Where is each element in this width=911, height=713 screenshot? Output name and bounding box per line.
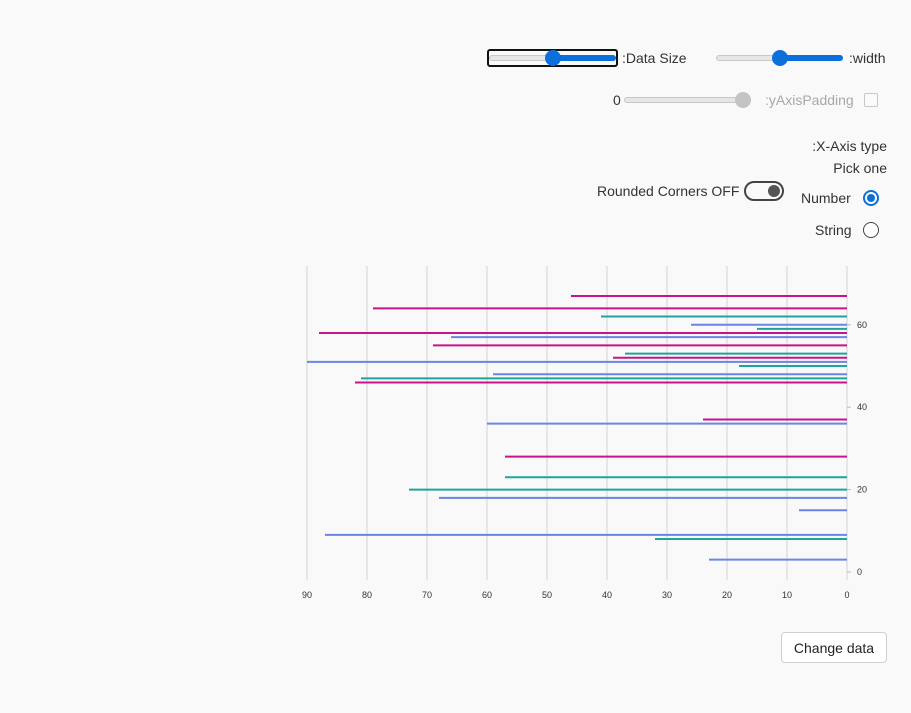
x-tick-label: 10 — [782, 590, 792, 600]
y-tick-label: 20 — [857, 485, 867, 495]
radio-label-string: String — [815, 222, 852, 238]
x-tick-label: 50 — [542, 590, 552, 600]
y-axis-padding-min-label: 0 — [613, 92, 621, 108]
width-slider[interactable] — [716, 50, 843, 66]
y-tick-label: 60 — [857, 320, 867, 330]
y-axis-padding-checkbox[interactable] — [864, 93, 878, 107]
y-axis-padding-label: :yAxisPadding — [765, 92, 854, 108]
rounded-corners-toggle[interactable] — [744, 181, 784, 201]
data-size-slider[interactable] — [489, 50, 616, 66]
width-label: :width — [849, 50, 886, 66]
radio-number[interactable] — [863, 190, 879, 206]
change-data-button[interactable]: Change data — [781, 632, 887, 663]
x-tick-label: 40 — [602, 590, 612, 600]
data-size-label: :Data Size — [622, 50, 687, 66]
x-axis-type-title: :X-Axis type — [812, 138, 887, 154]
x-tick-label: 0 — [844, 590, 849, 600]
radio-string[interactable] — [863, 222, 879, 238]
radio-label-number: Number — [801, 190, 851, 206]
x-tick-label: 20 — [722, 590, 732, 600]
x-tick-label: 60 — [482, 590, 492, 600]
rounded-corners-label: Rounded Corners OFF — [597, 183, 740, 199]
x-tick-label: 30 — [662, 590, 672, 600]
x-tick-label: 70 — [422, 590, 432, 600]
bar-chart: 90 80 70 60 50 40 30 20 10 0 0 20 40 60 — [302, 266, 867, 600]
x-tick-label: 80 — [362, 590, 372, 600]
x-tick-label: 90 — [302, 590, 312, 600]
x-axis-type-subtitle: Pick one — [833, 160, 887, 176]
y-axis-padding-slider[interactable] — [624, 92, 751, 108]
y-tick-label: 0 — [857, 567, 862, 577]
y-tick-label: 40 — [857, 402, 867, 412]
